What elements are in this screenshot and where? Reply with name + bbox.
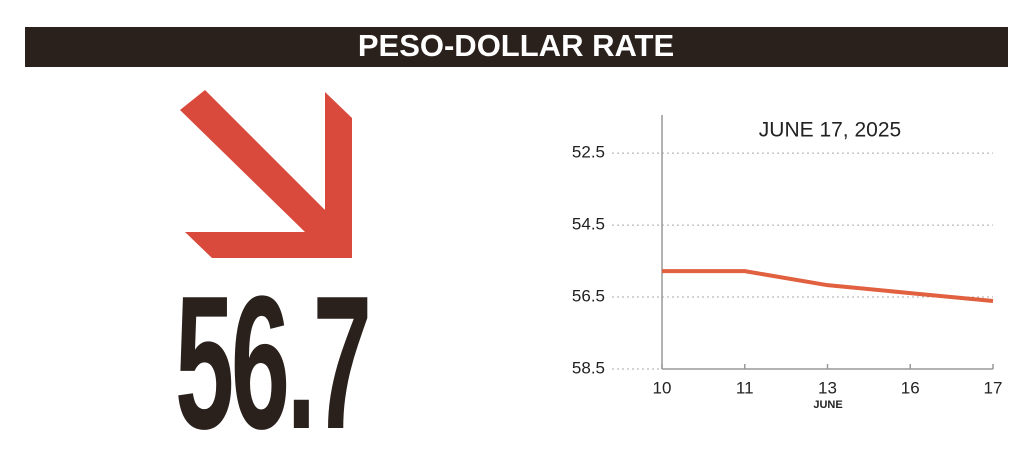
current-rate: 56.7 — [175, 256, 369, 454]
chart-title: JUNE 17, 2025 — [759, 119, 901, 142]
y-tick-label: 54.5 — [572, 215, 605, 234]
x-tick-label: 10 — [653, 378, 672, 397]
header-title: PESO-DOLLAR RATE — [358, 28, 674, 63]
y-tick-label: 52.5 — [572, 143, 605, 162]
x-tick-label: 17 — [984, 378, 1003, 397]
header-band — [25, 27, 1008, 67]
x-axis-label: JUNE — [813, 399, 842, 411]
x-tick-label: 11 — [736, 378, 754, 397]
down-arrow — [180, 90, 352, 258]
x-tick-label: 13 — [818, 378, 837, 397]
y-tick-label: 56.5 — [572, 287, 605, 306]
rate-line — [662, 269, 994, 303]
x-tick-label: 16 — [901, 378, 920, 397]
y-tick-label: 58.5 — [572, 358, 605, 377]
